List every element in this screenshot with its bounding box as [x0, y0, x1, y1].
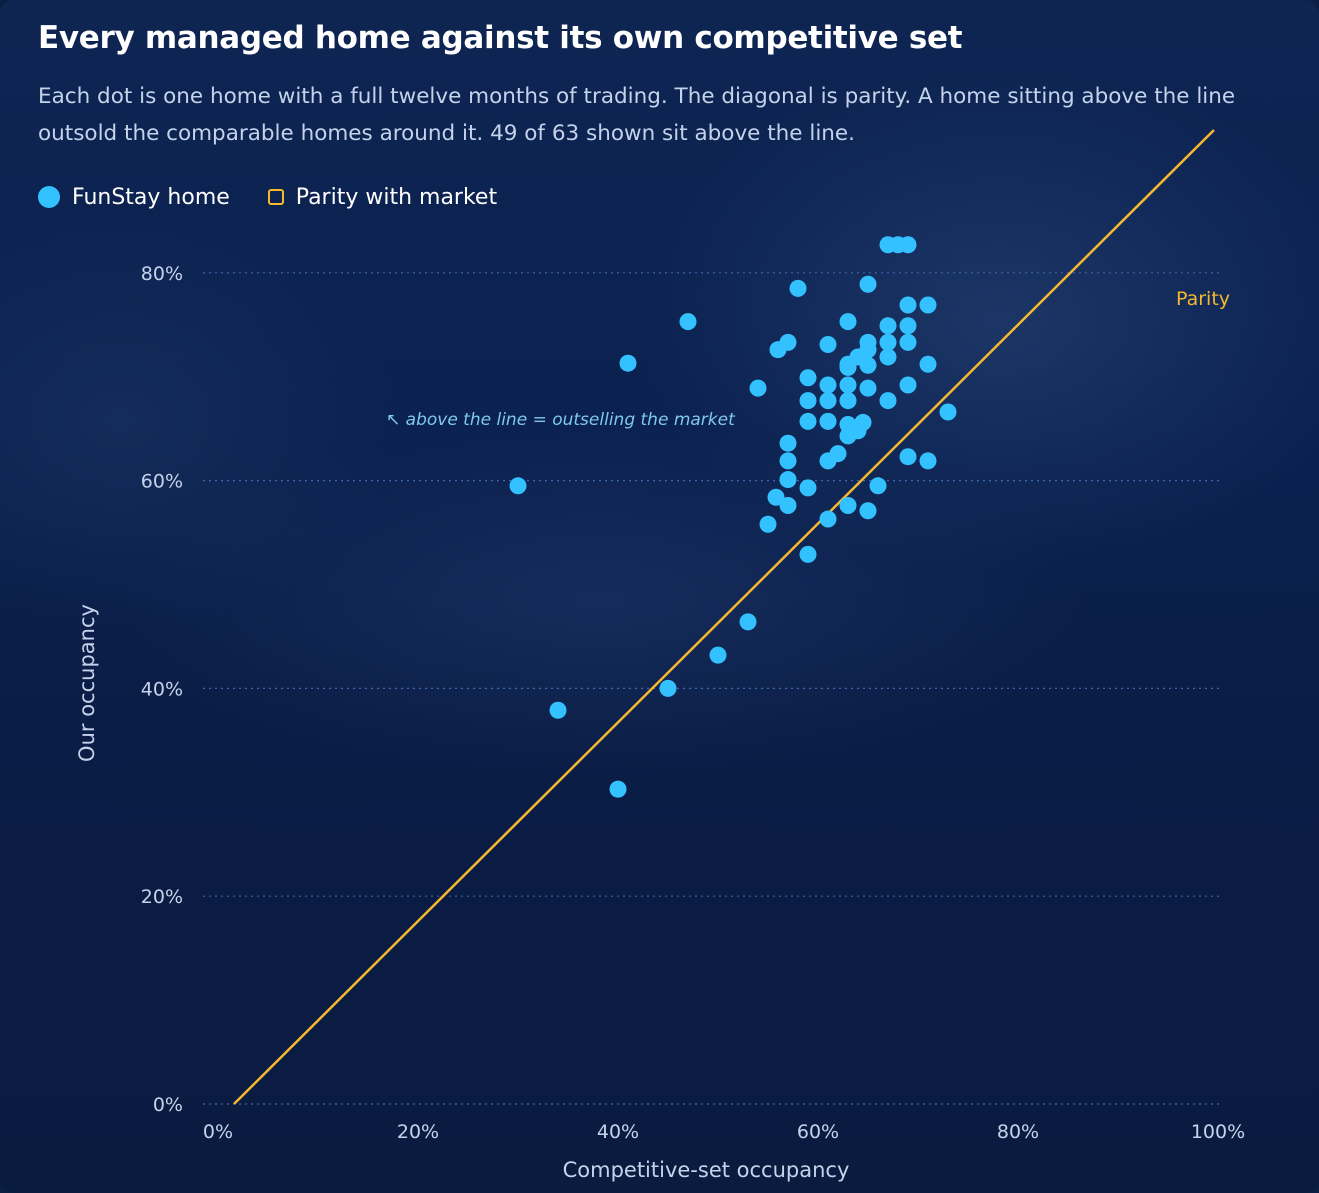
data-point — [939, 403, 957, 421]
y-tick-label: 60% — [141, 471, 183, 493]
legend-dot-icon — [38, 186, 60, 208]
y-tick-label: 80% — [141, 263, 183, 285]
data-point — [899, 448, 917, 466]
data-point — [779, 497, 797, 515]
data-point — [869, 477, 887, 495]
legend-label-parity: Parity with market — [295, 184, 498, 210]
parity-line-label: Parity — [1176, 288, 1230, 310]
data-point — [819, 510, 837, 528]
data-point — [509, 477, 527, 495]
y-tick-label: 20% — [141, 886, 183, 908]
data-point — [829, 445, 847, 463]
data-point — [839, 392, 857, 410]
y-axis-title: Our occupancy — [75, 604, 99, 762]
data-point — [679, 313, 697, 331]
data-point — [859, 379, 877, 397]
data-point — [899, 236, 917, 254]
y-tick-label: 40% — [141, 678, 183, 700]
data-point — [839, 313, 857, 331]
data-point — [779, 471, 797, 489]
data-point — [879, 333, 897, 351]
legend-square-icon — [267, 189, 284, 205]
data-point — [899, 296, 917, 314]
x-tick-labels: 0% 20% 40% 60% 80% 100% — [203, 1121, 1245, 1143]
data-point — [739, 613, 757, 631]
data-point — [619, 354, 637, 372]
data-point — [609, 780, 627, 798]
data-point — [709, 646, 727, 664]
y-tick-labels: 0% 20% 40% 60% 80% — [141, 263, 183, 1116]
data-point — [819, 335, 837, 353]
x-tick-label: 60% — [797, 1121, 839, 1143]
data-point — [859, 333, 877, 351]
parity-line — [233, 129, 1215, 1105]
x-tick-label: 80% — [997, 1121, 1039, 1143]
x-tick-label: 0% — [203, 1121, 233, 1143]
y-tick-label: 0% — [153, 1094, 183, 1116]
legend: FunStay home Parity with market — [38, 182, 535, 212]
data-point — [859, 356, 877, 374]
data-point — [839, 376, 857, 394]
data-point — [859, 275, 877, 293]
data-point — [767, 488, 785, 506]
data-point — [879, 317, 897, 335]
data-points — [509, 236, 957, 798]
x-tick-label: 100% — [1191, 1121, 1245, 1143]
data-point — [819, 376, 837, 394]
data-point — [799, 545, 817, 563]
data-point — [899, 317, 917, 335]
legend-item-home: FunStay home — [38, 185, 230, 210]
data-point — [899, 333, 917, 351]
data-point — [879, 348, 897, 366]
data-point — [779, 434, 797, 452]
data-point — [819, 412, 837, 430]
chart-subtitle: Each dot is one home with a full twelve … — [38, 84, 1236, 146]
data-point — [879, 392, 897, 410]
chart-title: Every managed home against its own compe… — [38, 20, 963, 56]
data-point — [749, 379, 767, 397]
data-point — [919, 296, 937, 314]
data-point — [799, 369, 817, 387]
data-point — [799, 392, 817, 410]
x-axis-title: Competitive-set occupancy — [563, 1158, 850, 1182]
data-point — [859, 502, 877, 520]
x-tick-label: 40% — [597, 1121, 639, 1143]
data-point — [659, 679, 677, 697]
grid-lines — [203, 272, 1222, 1105]
data-point — [899, 376, 917, 394]
data-point — [789, 279, 807, 297]
data-point — [919, 355, 937, 373]
data-point — [779, 452, 797, 470]
data-point — [549, 701, 567, 719]
data-point — [759, 515, 777, 533]
legend-label-home: FunStay home — [72, 184, 230, 210]
annotation-above-line: ↖ above the line = outselling the market — [386, 410, 736, 430]
data-point — [854, 413, 872, 431]
legend-item-parity: Parity with market — [267, 184, 498, 210]
data-point — [799, 479, 817, 497]
x-tick-label: 20% — [397, 1121, 439, 1143]
data-point — [799, 412, 817, 430]
data-point — [839, 497, 857, 515]
data-point — [919, 452, 937, 470]
data-point — [819, 392, 837, 410]
data-point — [779, 333, 797, 351]
